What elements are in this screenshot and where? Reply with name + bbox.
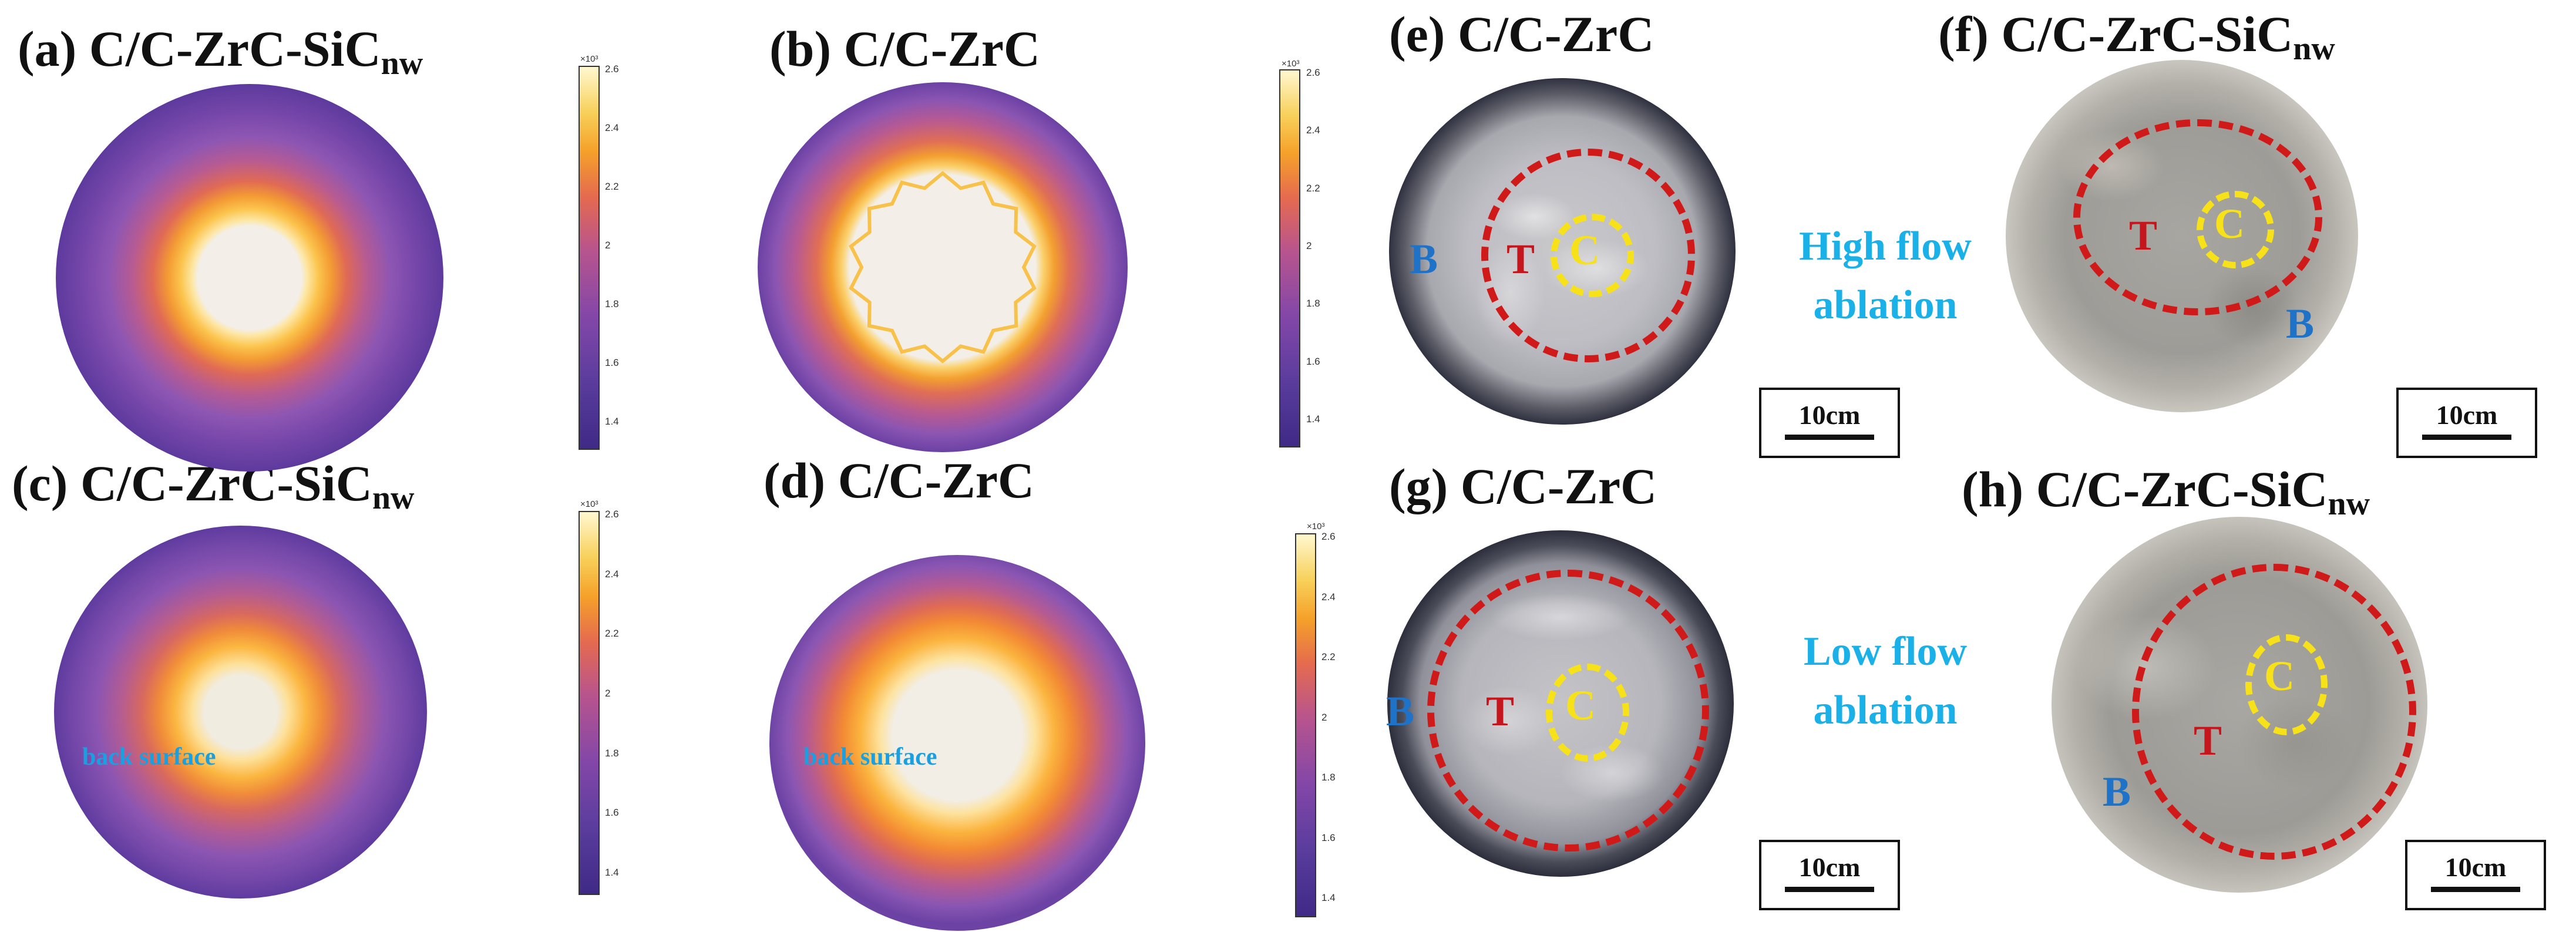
zone-letter-t-h: T — [2194, 717, 2222, 764]
panel-label-e: (e) C/C-ZrC — [1389, 9, 1654, 59]
panel-label-a-sub: nw — [381, 45, 423, 82]
colorbar-tick-label: 1.6 — [605, 357, 619, 368]
colorbar-tick-label: 1.8 — [1306, 298, 1320, 309]
scale-bar-line — [1785, 435, 1874, 440]
zone-letter-t-f: T — [2129, 212, 2158, 259]
scale-bar-text: 10cm — [1798, 400, 1861, 430]
panel-label-h-sub: nw — [2328, 486, 2370, 522]
colorbar-tick-label: 2.2 — [605, 628, 619, 640]
panel-label-a-text: (a) C/C-ZrC-SiC — [18, 21, 381, 77]
panel-label-d: (d) C/C-ZrC — [764, 455, 1034, 506]
zone-letter-b-e: B — [1410, 235, 1438, 282]
colorbar-tick-label: 1.4 — [605, 416, 619, 427]
colorbar-tick-label: 1.6 — [605, 807, 619, 819]
zone-letter-b-h: B — [2103, 768, 2131, 815]
scale-bar-g: 10cm — [1759, 840, 1900, 910]
scale-bar-line — [2422, 435, 2511, 440]
scale-bar-text: 10cm — [2436, 400, 2498, 430]
zone-letter-c-e: C — [1569, 227, 1600, 274]
zone-letter-c-f: C — [2214, 200, 2245, 247]
panel-label-h-text: (h) C/C-ZrC-SiC — [1962, 461, 2328, 517]
colorbar-tick-label: 1.8 — [605, 298, 619, 309]
colorbar-tick-label: 2.2 — [605, 181, 619, 192]
zone-letter-b-g: B — [1386, 688, 1415, 735]
colorbar-tick-label: 1.6 — [1321, 832, 1336, 843]
low-flow-line2: ablation — [1813, 688, 1958, 733]
colorbar-tick-label: 2.4 — [1321, 591, 1336, 603]
core-plateau-b — [849, 171, 1037, 364]
panel-label-e-text: (e) C/C-ZrC — [1389, 6, 1654, 62]
panel-label-f: (f) C/C-ZrC-SiCnw — [1938, 9, 2335, 65]
scale-bar-h: 10cm — [2405, 840, 2546, 910]
scale-bar-line — [2431, 887, 2520, 892]
colorbar-tick-label: 2.4 — [605, 568, 619, 580]
colorbar-tick-label: 1.4 — [605, 867, 619, 878]
panel-label-c-text: (c) C/C-ZrC-SiC — [12, 455, 372, 512]
panel-label-d-text: (d) C/C-ZrC — [764, 452, 1034, 509]
colorbar-tick-label: 1.8 — [605, 747, 619, 759]
colorbar-tick-label: 1.4 — [1306, 413, 1320, 425]
colorbar-tick-label: 1.6 — [1306, 355, 1320, 367]
colorbar-gradient — [579, 511, 600, 895]
zone-letter-c-h: C — [2264, 652, 2295, 699]
colorbar-tick-label: 2.6 — [605, 63, 619, 75]
colorbar-tick-label: 2.4 — [1306, 125, 1320, 136]
scale-bar-text: 10cm — [1798, 852, 1861, 882]
back-surface-label-d: back surface — [803, 743, 937, 771]
zone-letter-t-e: T — [1506, 235, 1535, 282]
low-flow-line1: Low flow — [1803, 629, 1968, 674]
scale-bar-e: 10cm — [1759, 388, 1900, 458]
center-ring-e — [1551, 214, 1634, 297]
colorbar-tick-label: 2 — [1321, 711, 1327, 723]
panel-label-g: (g) C/C-ZrC — [1389, 461, 1657, 512]
panel-label-f-sub: nw — [2293, 31, 2335, 67]
center-ring-h — [2245, 634, 2328, 735]
high-flow-line1: High flow — [1799, 224, 1972, 269]
colorbar-gradient — [1295, 533, 1316, 917]
high-flow-line2: ablation — [1813, 282, 1958, 328]
colorbar-tick-label: 2.6 — [1306, 67, 1320, 78]
colorbar-multiplier: ×10³ — [1307, 521, 1325, 531]
colorbar-multiplier: ×10³ — [580, 499, 598, 509]
scale-bar-f: 10cm — [2396, 388, 2537, 458]
panel-label-b-text: (b) C/C-ZrC — [769, 21, 1040, 77]
colorbar-tick-label: 2.4 — [605, 122, 619, 133]
colorbar-tick-label: 1.8 — [1321, 772, 1336, 783]
colorbar-tick-label: 1.4 — [1321, 892, 1336, 903]
colorbar-gradient — [579, 66, 600, 450]
colorbar-multiplier: ×10³ — [580, 54, 598, 64]
temperature-field-a — [56, 84, 443, 472]
colorbar-tick-label: 2.6 — [1321, 531, 1336, 542]
back-surface-label-c: back surface — [82, 743, 216, 771]
zone-letter-c-g: C — [1565, 682, 1596, 729]
zone-letter-t-g: T — [1486, 688, 1515, 735]
panel-label-b: (b) C/C-ZrC — [769, 23, 1040, 74]
colorbar-tick-label: 2.2 — [1321, 651, 1336, 662]
scale-bar-text: 10cm — [2444, 852, 2507, 882]
zone-letter-b-f: B — [2286, 300, 2315, 347]
colorbar-tick-label: 2 — [605, 688, 611, 699]
colorbar-tick-label: 2 — [1306, 240, 1312, 251]
colorbar-tick-label: 2 — [605, 240, 611, 251]
temperature-field-d — [769, 555, 1145, 931]
center-ring-g — [1546, 664, 1629, 762]
low-flow-label: Low flow ablation — [1768, 623, 2003, 740]
panel-label-g-text: (g) C/C-ZrC — [1389, 458, 1657, 514]
colorbar-multiplier: ×10³ — [1282, 59, 1300, 69]
colorbar-tick-label: 2.2 — [1306, 182, 1320, 194]
panel-label-c-sub: nw — [372, 480, 415, 516]
colorbar-tick-label: 2.6 — [605, 509, 619, 520]
high-flow-label: High flow ablation — [1762, 217, 2009, 335]
temperature-field-c — [54, 526, 427, 899]
panel-label-f-text: (f) C/C-ZrC-SiC — [1938, 6, 2293, 62]
colorbar-gradient — [1279, 69, 1300, 448]
panel-label-c: (c) C/C-ZrC-SiCnw — [12, 458, 414, 514]
panel-label-h: (h) C/C-ZrC-SiCnw — [1962, 464, 2370, 520]
transition-ring-f — [2073, 119, 2322, 315]
center-ring-f — [2197, 191, 2274, 268]
scale-bar-line — [1785, 887, 1874, 892]
panel-label-a: (a) C/C-ZrC-SiCnw — [18, 23, 423, 80]
